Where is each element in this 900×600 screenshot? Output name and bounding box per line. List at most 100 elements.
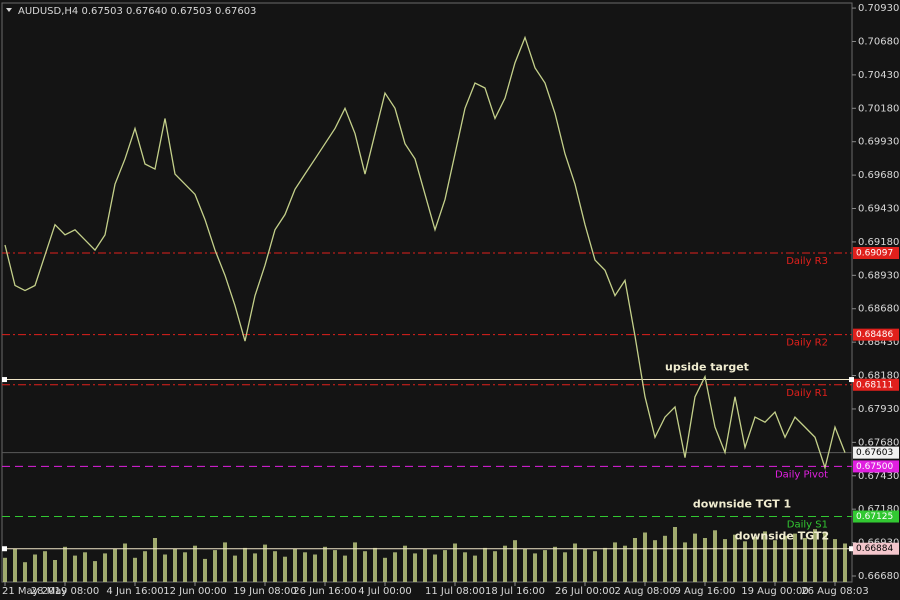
- volume-bar: [323, 546, 327, 582]
- volume-bar: [773, 540, 777, 582]
- volume-bar: [383, 557, 387, 582]
- volume-bar: [483, 547, 487, 582]
- x-tick-label: 26 Jul 00:00: [555, 586, 615, 597]
- volume-bar: [373, 547, 377, 582]
- line-handle: [849, 546, 854, 552]
- x-tick-label: 12 Jun 00:00: [163, 586, 227, 597]
- level-name: Daily R1: [786, 388, 828, 399]
- volume-bar: [623, 545, 627, 582]
- price-label-box: [853, 247, 899, 260]
- volume-bar: [143, 551, 147, 582]
- volume-bar: [613, 542, 617, 582]
- price-label-box: [853, 542, 899, 555]
- price-label-box: [853, 328, 899, 341]
- volume-bar: [693, 533, 697, 582]
- volume-bar: [543, 550, 547, 582]
- volume-bar: [133, 557, 137, 582]
- volume-bar: [643, 532, 647, 582]
- volume-bar: [563, 552, 567, 582]
- volume-bar: [463, 552, 467, 582]
- volume-bar: [213, 550, 217, 582]
- volume-bar: [353, 542, 357, 582]
- volume-bar: [833, 539, 837, 582]
- volume-bar: [103, 553, 107, 582]
- annotation: downside TGT 1: [693, 498, 791, 511]
- y-tick-label: 0.66680: [858, 571, 899, 582]
- y-tick-label: 0.69180: [858, 237, 899, 248]
- volume-bar: [503, 545, 507, 582]
- price-label: 0.67125: [856, 512, 893, 522]
- volume-bar: [193, 545, 197, 582]
- volume-bar: [823, 532, 827, 582]
- annotation: downside TGT2: [735, 530, 829, 543]
- volume-bar: [763, 531, 767, 582]
- volume-bar: [453, 543, 457, 582]
- volume-bar: [443, 550, 447, 582]
- price-label-box: [853, 378, 899, 391]
- price-label: 0.68111: [856, 380, 893, 390]
- volume-bar: [243, 547, 247, 582]
- volume-bar: [253, 553, 257, 582]
- volume-bar: [363, 551, 367, 582]
- volume-bar: [533, 553, 537, 582]
- volume-bar: [513, 540, 517, 582]
- volume-bar: [33, 554, 37, 582]
- price-label-box: [853, 446, 899, 459]
- volume-bar: [203, 558, 207, 582]
- volume-bar: [403, 545, 407, 582]
- volume-bar: [583, 549, 587, 582]
- menu-triangle[interactable]: [6, 8, 12, 12]
- y-tick-label: 0.70680: [858, 36, 899, 47]
- chart-title: AUDUSD,H4 0.67503 0.67640 0.67503 0.6760…: [18, 6, 256, 17]
- volume-bar: [743, 541, 747, 582]
- volume-bar: [13, 549, 17, 582]
- y-tick-label: 0.67180: [858, 504, 899, 515]
- x-tick-label: 4 Jun 16:00: [106, 586, 163, 597]
- volume-bar: [703, 538, 707, 582]
- volume-bar: [123, 543, 127, 582]
- volume-bar: [223, 542, 227, 582]
- volume-bar: [73, 555, 77, 582]
- volume-bar: [683, 542, 687, 582]
- y-tick-label: 0.69930: [858, 137, 899, 148]
- volume-bar: [603, 547, 607, 582]
- y-tick-label: 0.68680: [858, 304, 899, 315]
- volume-bar: [183, 552, 187, 582]
- volume-bar: [813, 529, 817, 582]
- price-label: 0.67603: [856, 448, 893, 458]
- volume-bar: [593, 551, 597, 582]
- price-label: 0.68486: [856, 330, 893, 340]
- y-tick-label: 0.68930: [858, 270, 899, 281]
- x-tick-label: 21 May 2019: [2, 586, 67, 597]
- volume-bar: [3, 557, 7, 582]
- volume-bar: [283, 556, 287, 582]
- x-tick-label: 26 Jun 16:00: [293, 586, 357, 597]
- y-tick-label: 0.69430: [858, 204, 899, 215]
- volume-bar: [153, 538, 157, 582]
- volume-bar: [393, 552, 397, 582]
- price-label: 0.66884: [856, 544, 893, 554]
- x-tick-label: 19 Aug 00:00: [741, 586, 808, 597]
- y-tick-label: 0.67680: [858, 437, 899, 448]
- x-tick-label: 19 Jun 08:00: [233, 586, 297, 597]
- volume-bar: [113, 549, 117, 582]
- volume-bar: [673, 527, 677, 582]
- volume-bar: [753, 536, 757, 582]
- x-tick-label: 26 Aug 08:03: [801, 586, 868, 597]
- volume-bar: [573, 543, 577, 582]
- y-tick-label: 0.68180: [858, 371, 899, 382]
- x-tick-label: 28 May 08:00: [31, 586, 100, 597]
- line-handle: [849, 377, 854, 383]
- level-name: Daily Pivot: [775, 469, 828, 480]
- y-tick-label: 0.67430: [858, 471, 899, 482]
- y-tick-label: 0.67930: [858, 404, 899, 415]
- volume-bar: [493, 551, 497, 582]
- volume-bar: [733, 534, 737, 582]
- x-tick-label: 18 Jul 16:00: [485, 586, 545, 597]
- volume-bar: [63, 546, 67, 582]
- volume-bar: [523, 549, 527, 582]
- y-tick-label: 0.69680: [858, 170, 899, 181]
